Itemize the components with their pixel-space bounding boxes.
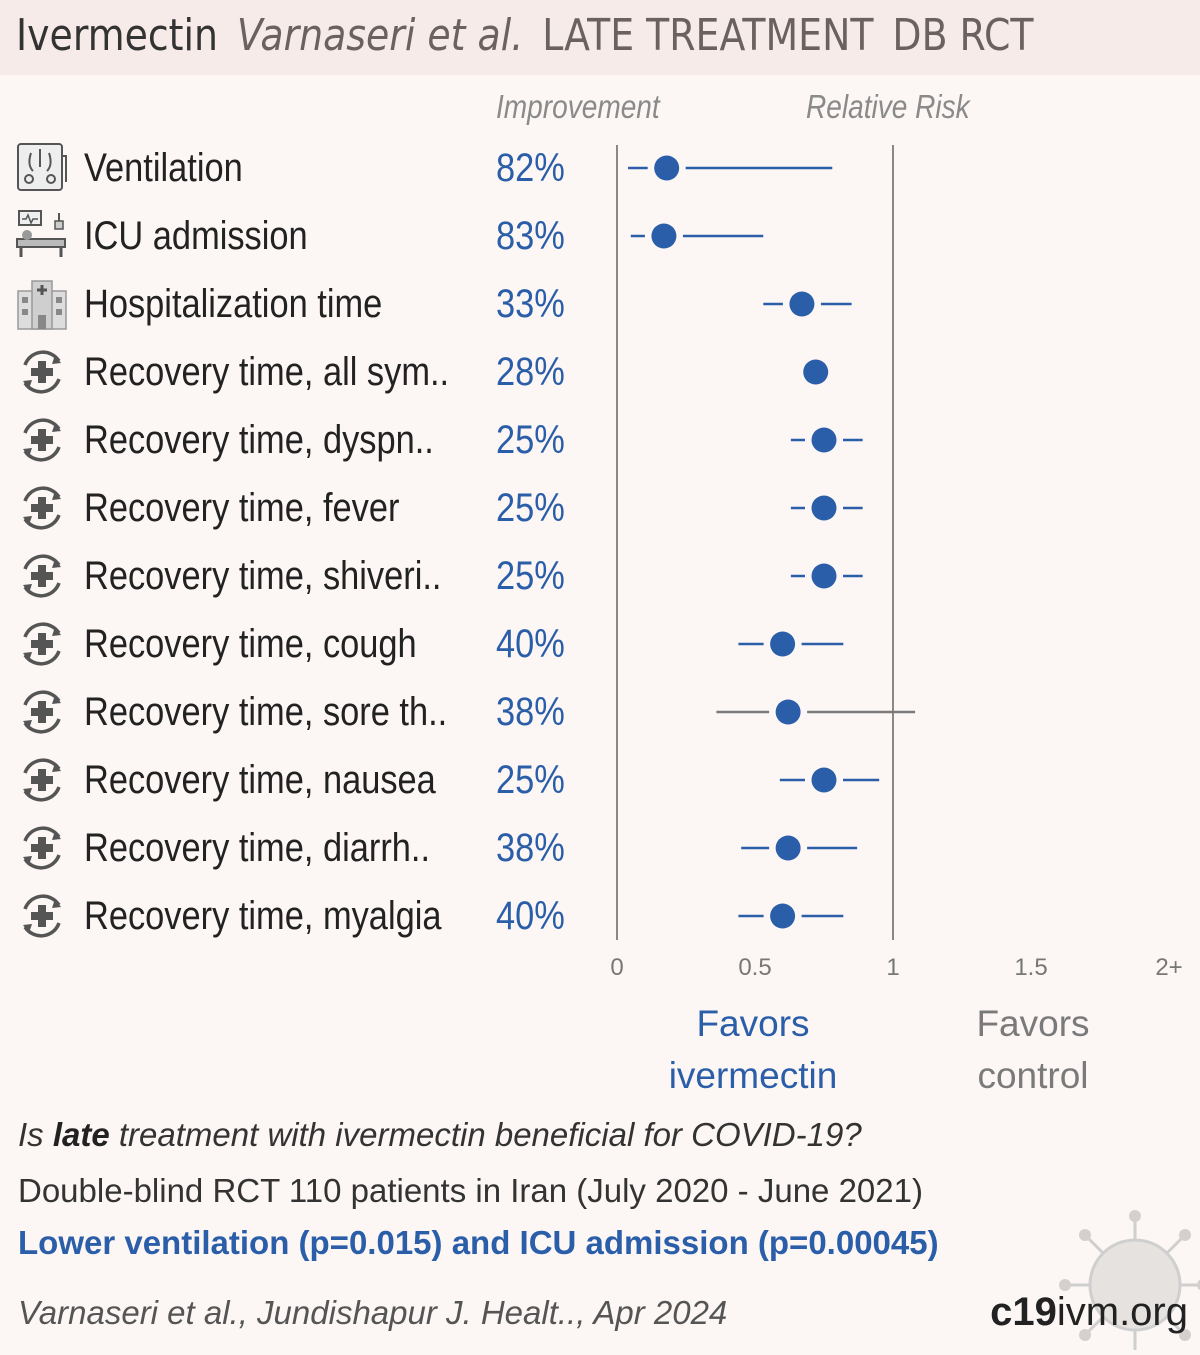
relative-risk-point [811, 427, 837, 453]
x-tick-label: 0.5 [738, 954, 771, 981]
study-design: DB RCT [892, 10, 1034, 61]
improvement-value: 38% [496, 690, 565, 734]
outcome-label: Recovery time, nausea [84, 758, 436, 802]
recovery-icon [15, 549, 69, 603]
study-design-summary: Double-blind RCT 110 patients in Iran (J… [18, 1172, 923, 1209]
outcome-label: Hospitalization time [84, 282, 383, 326]
treatment-stage: LATE TREATMENT [542, 10, 874, 61]
recovery-icon [15, 753, 69, 807]
relative-risk-column-header: Relative Risk [806, 88, 970, 125]
outcome-label: ICU admission [84, 214, 308, 258]
x-tick-label: 1 [886, 954, 899, 981]
improvement-value: 25% [496, 486, 565, 530]
x-tick-label: 1.5 [1014, 954, 1047, 981]
improvement-column-header: Improvement [496, 88, 660, 125]
citation: Varnaseri et al., Jundishapur J. Healt..… [18, 1294, 728, 1331]
recovery-icon [15, 413, 69, 467]
page-title: Ivermectin Varnaseri et al. LATE TREATMENT… [16, 10, 1034, 61]
study-result: Lower ventilation (p=0.015) and ICU admi… [18, 1224, 939, 1261]
outcome-label: Recovery time, diarrh.. [84, 826, 431, 870]
improvement-value: 82% [496, 146, 565, 190]
outcome-label: Ventilation [84, 146, 243, 190]
icu-bed-icon [15, 209, 69, 263]
improvement-value: 33% [496, 282, 565, 326]
recovery-icon [15, 481, 69, 535]
outcome-label: Recovery time, cough [84, 622, 417, 666]
recovery-icon [15, 617, 69, 671]
x-tick-label: 2+ [1155, 954, 1182, 981]
recovery-icon [15, 821, 69, 875]
relative-risk-point [803, 359, 829, 385]
recovery-icon [15, 889, 69, 943]
favors-ivermectin-label: Favors ivermectin [668, 1003, 838, 1096]
improvement-value: 38% [496, 826, 565, 870]
favors-control-label: Favors control [976, 1003, 1090, 1096]
study-question: Is late treatment with ivermectin benefi… [18, 1116, 862, 1153]
improvement-value: 40% [496, 622, 565, 666]
outcome-label: Recovery time, shiveri.. [84, 554, 442, 598]
relative-risk-point [775, 835, 801, 861]
improvement-value: 28% [496, 350, 565, 394]
relative-risk-point [770, 631, 796, 657]
recovery-icon [15, 685, 69, 739]
relative-risk-point [654, 155, 680, 181]
drug-name: Ivermectin [16, 10, 219, 61]
ventilator-icon [15, 141, 69, 195]
site-link[interactable]: c19ivm.org [990, 1290, 1188, 1334]
outcome-label: Recovery time, all sym.. [84, 350, 450, 394]
relative-risk-point [770, 903, 796, 929]
x-tick-label: 0 [610, 954, 623, 981]
improvement-value: 40% [496, 894, 565, 938]
header-bar: Ivermectin Varnaseri et al. LATE TREATMENT… [0, 0, 1200, 75]
recovery-icon [15, 345, 69, 399]
relative-risk-point [811, 495, 837, 521]
hospital-icon [15, 277, 69, 331]
relative-risk-point [811, 767, 837, 793]
improvement-value: 25% [496, 554, 565, 598]
relative-risk-point [651, 223, 677, 249]
outcome-label: Recovery time, dyspn.. [84, 418, 434, 462]
improvement-value: 25% [496, 758, 565, 802]
study-authors: Varnaseri et al. [236, 10, 524, 61]
relative-risk-point [775, 699, 801, 725]
relative-risk-point [811, 563, 837, 589]
improvement-value: 83% [496, 214, 565, 258]
relative-risk-point [789, 291, 815, 317]
outcome-label: Recovery time, myalgia [84, 894, 442, 938]
improvement-value: 25% [496, 418, 565, 462]
outcome-label: Recovery time, fever [84, 486, 400, 530]
outcome-label: Recovery time, sore th.. [84, 690, 448, 734]
virus-watermark-icon [1059, 1210, 1200, 1350]
